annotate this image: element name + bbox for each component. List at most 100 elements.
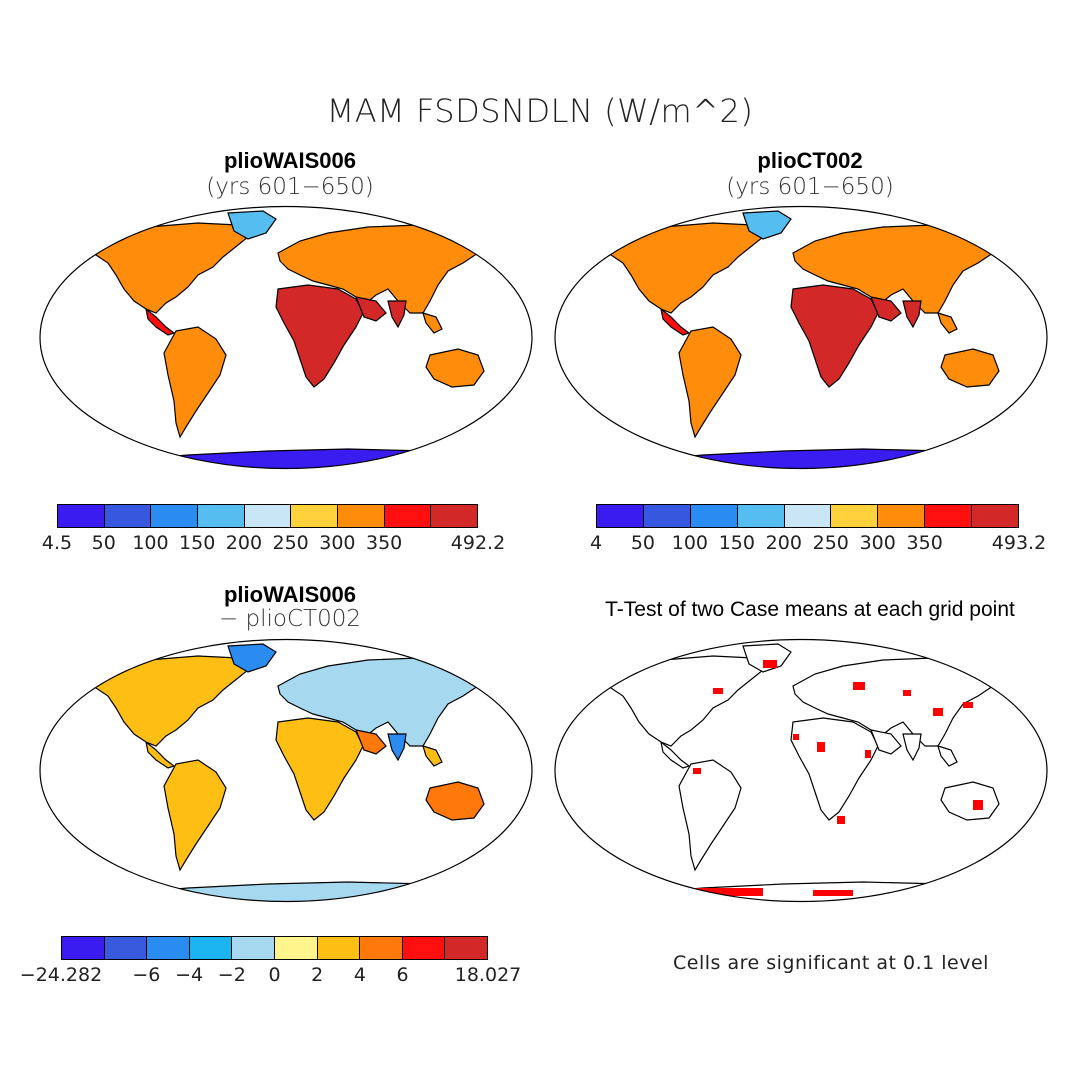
- colorbar-segment: [784, 505, 832, 527]
- colorbar-tick-label: 250: [272, 532, 309, 554]
- panel-tr-subtitle: (yrs 601−650): [726, 174, 894, 200]
- landmass-southAmerica: [678, 759, 742, 872]
- panel-br-title: T-Test of two Case means at each grid po…: [605, 598, 1015, 621]
- landmass-seAsia: [422, 745, 443, 767]
- colorbar-segment: [360, 937, 403, 959]
- map-plioWAIS006: [39, 205, 533, 470]
- colorbar-tick-label: 50: [630, 532, 656, 554]
- colorbar-segment: [338, 505, 385, 527]
- colorbar-tick-label: 18.027: [454, 964, 522, 986]
- significant-cells: [813, 890, 853, 896]
- map-border: [39, 205, 533, 470]
- significant-cells: [853, 682, 865, 690]
- colorbar-tick-label: −24.282: [19, 964, 103, 986]
- figure-title: MAM FSDSNDLN (W/m^2): [326, 92, 754, 130]
- colorbar-tick-label: 300: [319, 532, 356, 554]
- map-plioCT002: [554, 205, 1048, 470]
- landmass-southAmerica: [163, 759, 227, 872]
- colorbar-tick-label: 150: [718, 532, 755, 554]
- landmass-australia: [940, 348, 1000, 388]
- colorbar-segment: [402, 937, 446, 959]
- landmass-antarctica: [116, 881, 509, 902]
- colorbar-segment: [972, 505, 1019, 527]
- colorbar-tick-label: 150: [179, 532, 216, 554]
- colorbar-segment: [104, 937, 148, 959]
- landmass-india: [902, 300, 922, 329]
- colorbar-difference: [61, 936, 488, 960]
- map-border: [554, 638, 1048, 903]
- colorbar-segment: [737, 505, 785, 527]
- map-border: [554, 205, 1048, 470]
- landmass-australia: [940, 781, 1000, 821]
- colorbar-plioWAIS006: [57, 504, 478, 528]
- landmass-india: [902, 733, 922, 762]
- colorbar-segment: [62, 937, 105, 959]
- colorbar-segment: [831, 505, 879, 527]
- colorbar-tick-label: 0: [268, 964, 281, 986]
- colorbar-segment: [58, 505, 105, 527]
- significant-cells: [793, 734, 799, 740]
- colorbar-tick-label: 2: [311, 964, 324, 986]
- significant-cells: [865, 750, 871, 758]
- colorbar-segment: [643, 505, 691, 527]
- colorbar-tick-label: 4.5: [41, 532, 73, 554]
- colorbar-segment: [291, 505, 339, 527]
- landmass-centralAm: [660, 307, 691, 336]
- panel-bl-title: plioWAIS006: [223, 582, 357, 607]
- panel-bl-subtitle: − plioCT002: [218, 606, 362, 632]
- landmass-africa: [790, 284, 879, 388]
- colorbar-segment: [104, 505, 152, 527]
- significant-cells: [963, 702, 973, 708]
- significant-cells: [933, 708, 943, 716]
- colorbar-tick-label: −2: [217, 964, 246, 986]
- colorbar-tick-label: 4: [353, 964, 366, 986]
- landmass-antarctica: [631, 448, 1024, 469]
- significant-cells: [837, 816, 845, 824]
- colorbar-tick-label: 50: [91, 532, 116, 554]
- landmass-africa: [275, 284, 364, 388]
- panel-tr-title: plioCT002: [757, 148, 863, 173]
- colorbar-segment: [317, 937, 361, 959]
- map-difference: [39, 638, 533, 903]
- landmass-australia: [425, 781, 485, 821]
- landmass-greenland: [227, 210, 277, 240]
- panel-tl-subtitle: (yrs 601−650): [206, 174, 374, 200]
- colorbar-tick-label: 200: [765, 532, 802, 554]
- landmass-seAsia: [937, 312, 958, 334]
- colorbar-tick-label: 200: [225, 532, 263, 554]
- landmass-centralAm: [145, 307, 176, 336]
- landmass-india: [387, 733, 407, 762]
- landmass-africa: [790, 717, 879, 821]
- colorbar-segment: [925, 505, 973, 527]
- landmass-southAmerica: [678, 326, 742, 439]
- colorbar-tick-label: 250: [812, 532, 849, 554]
- colorbar-segment: [151, 505, 199, 527]
- map-border: [39, 638, 533, 903]
- colorbar-tick-label: 350: [906, 532, 943, 554]
- landmass-arabia: [870, 296, 902, 322]
- significant-cells: [973, 800, 983, 810]
- landmass-australia: [425, 348, 485, 388]
- landmass-seAsia: [937, 745, 958, 767]
- significant-cells: [903, 690, 911, 696]
- landmass-greenland: [742, 643, 792, 673]
- map-ttest-significance: [554, 638, 1048, 903]
- colorbar-segment: [690, 505, 738, 527]
- colorbar-segment: [189, 937, 233, 959]
- landmass-india: [387, 300, 407, 329]
- colorbar-segment: [384, 505, 432, 527]
- colorbar-tick-label: −6: [132, 964, 161, 986]
- colorbar-segment: [274, 937, 318, 959]
- landmass-centralAm: [660, 740, 691, 769]
- colorbar-segment: [232, 937, 275, 959]
- colorbar-tick-label: 100: [132, 532, 169, 554]
- landmass-centralAm: [145, 740, 176, 769]
- colorbar-tick-label: 100: [671, 532, 709, 554]
- landmass-greenland: [742, 210, 792, 240]
- significance-note: Cells are significant at 0.1 level: [673, 952, 989, 974]
- landmass-northAmerica: [591, 222, 770, 314]
- landmass-arabia: [355, 729, 387, 755]
- significant-cells: [817, 742, 825, 752]
- colorbar-tick-label: 493.2: [991, 532, 1047, 554]
- colorbar-segment: [878, 505, 926, 527]
